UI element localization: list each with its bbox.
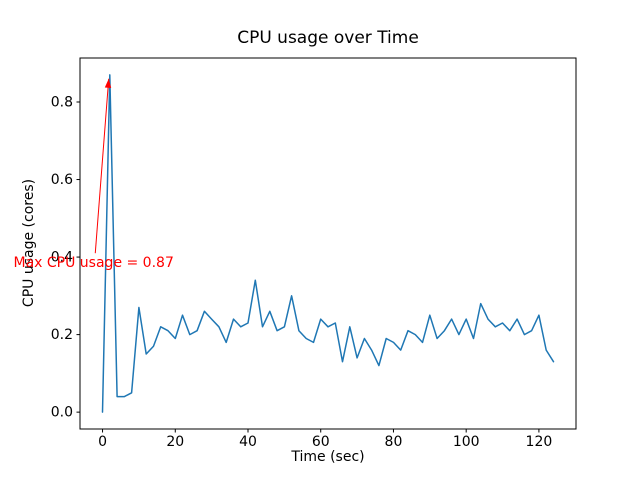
y-tick-label: 0.4 — [51, 250, 73, 266]
x-tick-label: 40 — [239, 434, 257, 450]
x-tick-label: 80 — [385, 434, 403, 450]
x-tick-label: 60 — [312, 434, 330, 450]
y-tick-label: 0.6 — [51, 172, 73, 188]
x-tick-label: 0 — [98, 434, 107, 450]
x-tick-label: 120 — [526, 434, 553, 450]
x-tick-label: 100 — [453, 434, 480, 450]
annotation-arrow-head — [104, 78, 112, 88]
axes-frame — [79, 57, 577, 430]
chart-title: CPU usage over Time — [237, 28, 419, 48]
y-tick-label: 0.8 — [51, 95, 73, 111]
plot-area: 0 20 40 60 80 100 120 0.0 0.2 0.4 0.6 0.8 — [51, 57, 577, 450]
y-tick-label: 0.0 — [51, 405, 73, 421]
y-axis-label: CPU usage (cores) — [21, 179, 37, 307]
y-tick-label: 0.2 — [51, 327, 73, 343]
max-cpu-annotation: Max CPU usage = 0.87 — [14, 255, 174, 271]
x-axis-label: Time (sec) — [290, 449, 364, 465]
x-tick-label: 20 — [166, 434, 184, 450]
annotation-arrow-shaft — [94, 78, 110, 254]
cpu-usage-line — [101, 74, 555, 413]
